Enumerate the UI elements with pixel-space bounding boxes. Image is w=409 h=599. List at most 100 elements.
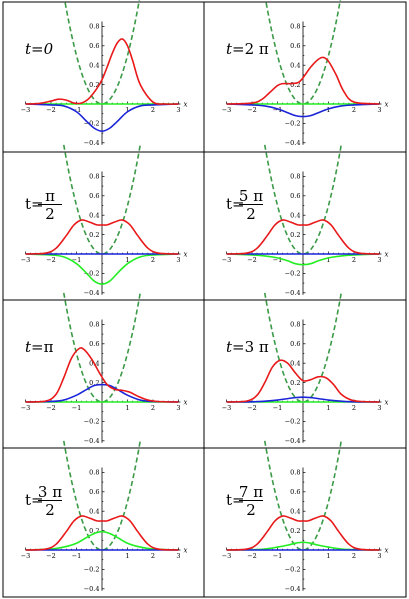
abs-value-curve bbox=[226, 359, 380, 403]
time-label: t=0 bbox=[25, 40, 54, 58]
y-tick-label: −0.2 bbox=[84, 566, 100, 574]
x-tick-label: −1 bbox=[273, 404, 283, 412]
y-tick-label: −0.4 bbox=[285, 585, 301, 593]
y-tick-label: 0.2 bbox=[290, 231, 300, 239]
x-tick-label: 3 bbox=[377, 404, 381, 412]
y-tick-label: 0.4 bbox=[290, 359, 300, 367]
x-axis-label: x bbox=[184, 399, 188, 407]
x-tick-label: 2 bbox=[352, 256, 356, 264]
x-tick-label: −2 bbox=[46, 552, 56, 560]
x-tick-label: 1 bbox=[326, 404, 330, 412]
y-tick-label: 0.8 bbox=[89, 173, 99, 181]
time-label-prefix: t= bbox=[226, 195, 245, 213]
y-tick-label: 0.8 bbox=[290, 321, 300, 329]
abs-value-curve bbox=[226, 219, 380, 255]
y-tick-label: 0.6 bbox=[290, 488, 300, 496]
y-tick-label: 0.4 bbox=[290, 507, 300, 515]
y-tick-label: 0.2 bbox=[290, 379, 300, 387]
fraction-denominator: 2 bbox=[45, 205, 55, 223]
x-axis-label: x bbox=[184, 251, 188, 259]
time-label: t= π2 bbox=[25, 187, 62, 223]
imag-part-curve bbox=[226, 396, 380, 403]
x-tick-label: −2 bbox=[247, 106, 257, 114]
x-tick-label: 3 bbox=[377, 256, 381, 264]
x-tick-label: 2 bbox=[151, 106, 155, 114]
x-tick-label: 2 bbox=[151, 256, 155, 264]
x-tick-label: 3 bbox=[176, 404, 180, 412]
x-tick-label: −3 bbox=[222, 404, 232, 412]
time-label-prefix: t= bbox=[226, 491, 245, 509]
real-part-curve bbox=[25, 253, 179, 285]
y-tick-label: 0.8 bbox=[290, 173, 300, 181]
y-tick-label: 0.6 bbox=[89, 340, 99, 348]
y-tick-label: −0.4 bbox=[285, 139, 301, 147]
panel-1: −3 −2 −1 1 2 3x 0.8 0.6 0.4 0.2 −0.2 −0.4 t=0 bbox=[21, 0, 188, 147]
y-tick-label: 0.2 bbox=[89, 231, 99, 239]
imag-part-curve bbox=[25, 383, 179, 403]
x-axis-label: x bbox=[385, 101, 389, 109]
x-tick-label: 1 bbox=[326, 256, 330, 264]
panel-7: −3 −2 −1 1 2 3x0.80.60.40.2−0.2−0.4t=3 π2 bbox=[21, 440, 188, 593]
y-tick-label: 0.8 bbox=[290, 469, 300, 477]
y-tick-label: 0.4 bbox=[89, 507, 99, 515]
y-tick-label: 0.6 bbox=[89, 42, 99, 50]
x-tick-label: −3 bbox=[222, 256, 232, 264]
panel-4: −3 −2 −1 1 2 3x0.80.60.40.2−0.2−0.4t=5 π2 bbox=[222, 144, 389, 297]
x-tick-label: 1 bbox=[326, 106, 330, 114]
fraction-denominator: 2 bbox=[246, 501, 256, 519]
panel-5: −3 −2 −1 1 2 3x0.80.60.40.2−0.2−0.4t=π bbox=[21, 292, 188, 445]
y-tick-label: 0.6 bbox=[290, 192, 300, 200]
x-tick-label: −3 bbox=[222, 552, 232, 560]
x-tick-label: −2 bbox=[46, 404, 56, 412]
panel-6: −3 −2 −1 1 2 3x 0.8 0.6 0.4 0.2 −0.2 −0.4 t=3 π bbox=[222, 292, 389, 445]
x-tick-label: 2 bbox=[352, 106, 356, 114]
x-tick-label: 1 bbox=[125, 256, 129, 264]
y-tick-label: 0.8 bbox=[89, 321, 99, 329]
x-tick-label: −2 bbox=[247, 404, 257, 412]
x-tick-label: 1 bbox=[125, 552, 129, 560]
x-tick-label: −3 bbox=[21, 552, 31, 560]
x-tick-label: 1 bbox=[125, 106, 129, 114]
time-label-prefix: t= bbox=[25, 491, 44, 509]
real-part-curve bbox=[25, 530, 179, 551]
x-axis-label: x bbox=[385, 547, 389, 555]
y-tick-label: −0.2 bbox=[285, 566, 301, 574]
time-label-text: t=0 bbox=[25, 40, 54, 58]
y-tick-label: −0.2 bbox=[285, 120, 301, 128]
x-tick-label: 3 bbox=[176, 256, 180, 264]
x-tick-label: 3 bbox=[176, 106, 180, 114]
x-tick-label: 2 bbox=[151, 552, 155, 560]
x-tick-label: −1 bbox=[72, 404, 82, 412]
time-label-text: t=π bbox=[25, 338, 54, 356]
time-label: t=3 π2 bbox=[25, 483, 62, 519]
x-tick-label: −1 bbox=[273, 256, 283, 264]
x-tick-label: −2 bbox=[46, 106, 56, 114]
y-tick-label: 0.2 bbox=[290, 527, 300, 535]
fraction-numerator: 3 π bbox=[38, 483, 62, 501]
panel-8: −3 −2 −1 1 2 3x0.80.60.40.2−0.2−0.4t=7 π2 bbox=[222, 440, 389, 593]
abs-value-curve bbox=[25, 219, 179, 255]
y-tick-label: 0.8 bbox=[89, 469, 99, 477]
y-tick-label: 0.2 bbox=[89, 379, 99, 387]
y-tick-label: −0.4 bbox=[84, 585, 100, 593]
y-tick-label: 0.8 bbox=[290, 23, 300, 31]
x-tick-label: −2 bbox=[247, 552, 257, 560]
y-tick-label: 0.4 bbox=[89, 61, 99, 69]
y-tick-label: 0.2 bbox=[89, 81, 99, 89]
abs-value-curve bbox=[226, 56, 380, 105]
time-label: t=7 π2 bbox=[226, 483, 263, 519]
y-tick-label: 0.4 bbox=[290, 61, 300, 69]
imag-part-curve bbox=[25, 103, 179, 132]
y-tick-label: −0.4 bbox=[84, 289, 100, 297]
time-label: t=π bbox=[25, 338, 54, 356]
y-tick-label: −0.2 bbox=[84, 418, 100, 426]
y-tick-label: −0.4 bbox=[84, 437, 100, 445]
time-label: t=3 π bbox=[226, 338, 269, 356]
x-tick-label: 3 bbox=[377, 106, 381, 114]
x-tick-label: −3 bbox=[21, 256, 31, 264]
y-tick-label: −0.4 bbox=[84, 139, 100, 147]
time-label-text: t=2 π bbox=[226, 40, 269, 58]
x-tick-label: −2 bbox=[247, 256, 257, 264]
x-tick-label: −3 bbox=[21, 106, 31, 114]
abs-value-curve bbox=[25, 38, 179, 105]
